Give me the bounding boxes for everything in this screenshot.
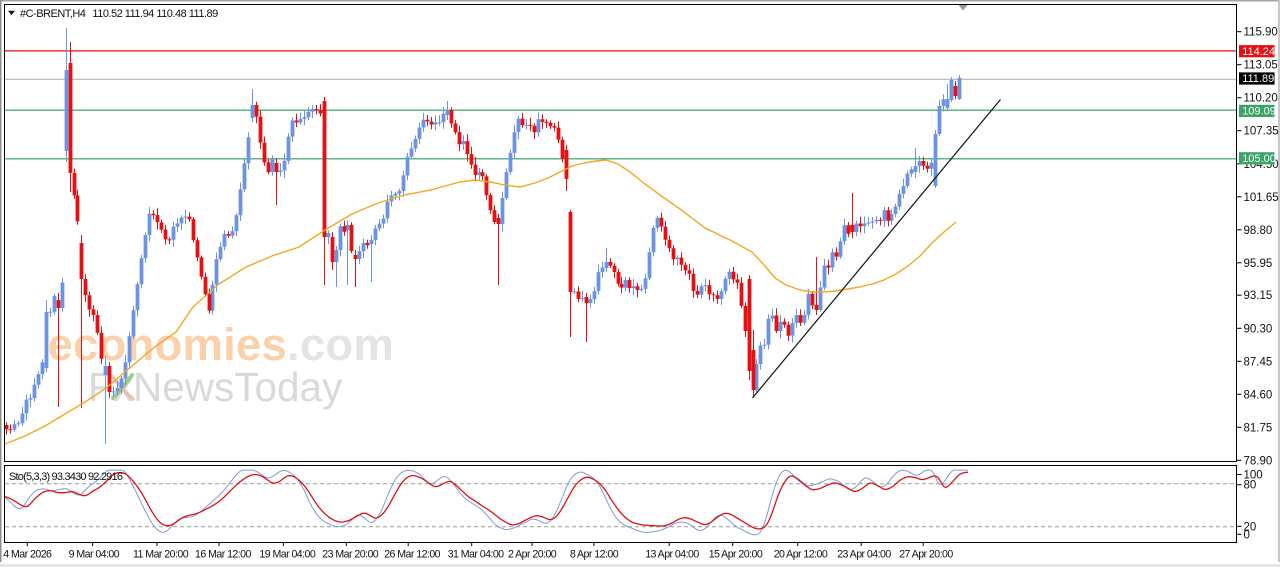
svg-text:98.80: 98.80 bbox=[1244, 225, 1273, 237]
svg-text:80: 80 bbox=[1244, 480, 1257, 492]
svg-text:0: 0 bbox=[1244, 529, 1250, 541]
svg-text:11 Mar 20:00: 11 Mar 20:00 bbox=[133, 549, 189, 561]
svg-text:15 Apr 20:00: 15 Apr 20:00 bbox=[709, 549, 763, 561]
svg-text:90.30: 90.30 bbox=[1244, 323, 1273, 335]
svg-text:16 Mar 12:00: 16 Mar 12:00 bbox=[195, 549, 251, 561]
svg-text:19 Mar 04:00: 19 Mar 04:00 bbox=[259, 549, 315, 561]
svg-text:13 Apr 04:00: 13 Apr 04:00 bbox=[645, 549, 699, 561]
svg-text:84.60: 84.60 bbox=[1244, 389, 1273, 401]
svg-text:107.35: 107.35 bbox=[1244, 126, 1279, 138]
svg-text:2 Apr 20:00: 2 Apr 20:00 bbox=[508, 549, 557, 561]
svg-text:109.09: 109.09 bbox=[1242, 106, 1276, 118]
svg-text:Sto(5,3,3) 93.3430 92.2916: Sto(5,3,3) 93.3430 92.2916 bbox=[9, 471, 123, 483]
svg-text:20 Apr 12:00: 20 Apr 12:00 bbox=[774, 549, 828, 561]
svg-text:FxNewsToday: FxNewsToday bbox=[88, 364, 343, 410]
svg-text:100: 100 bbox=[1244, 470, 1263, 482]
svg-text:115.90: 115.90 bbox=[1244, 27, 1278, 39]
svg-text:105.00: 105.00 bbox=[1242, 153, 1276, 165]
svg-text:101.65: 101.65 bbox=[1244, 192, 1279, 204]
svg-text:economies.com: economies.com bbox=[48, 319, 395, 370]
svg-text:27 Apr 20:00: 27 Apr 20:00 bbox=[899, 549, 953, 561]
svg-text:23 Apr 04:00: 23 Apr 04:00 bbox=[837, 549, 891, 561]
svg-text:31 Mar 04:00: 31 Mar 04:00 bbox=[448, 549, 504, 561]
svg-text:8 Apr 12:00: 8 Apr 12:00 bbox=[570, 549, 619, 561]
svg-text:78.90: 78.90 bbox=[1244, 455, 1273, 467]
svg-text:113.05: 113.05 bbox=[1244, 60, 1278, 72]
svg-text:9 Mar 04:00: 9 Mar 04:00 bbox=[69, 549, 120, 561]
svg-text:95.95: 95.95 bbox=[1244, 258, 1273, 270]
svg-text:20: 20 bbox=[1244, 521, 1257, 533]
svg-text:26 Mar 12:00: 26 Mar 12:00 bbox=[384, 549, 440, 561]
svg-text:87.45: 87.45 bbox=[1244, 356, 1273, 368]
svg-text:111.89: 111.89 bbox=[1242, 73, 1274, 85]
svg-text:23 Mar 20:00: 23 Mar 20:00 bbox=[322, 549, 378, 561]
svg-text:114.24: 114.24 bbox=[1242, 46, 1275, 58]
svg-text:81.75: 81.75 bbox=[1244, 422, 1273, 434]
svg-text:93.15: 93.15 bbox=[1244, 290, 1273, 302]
svg-text:110.20: 110.20 bbox=[1244, 93, 1278, 105]
svg-text:4 Mar 2026: 4 Mar 2026 bbox=[3, 549, 52, 561]
